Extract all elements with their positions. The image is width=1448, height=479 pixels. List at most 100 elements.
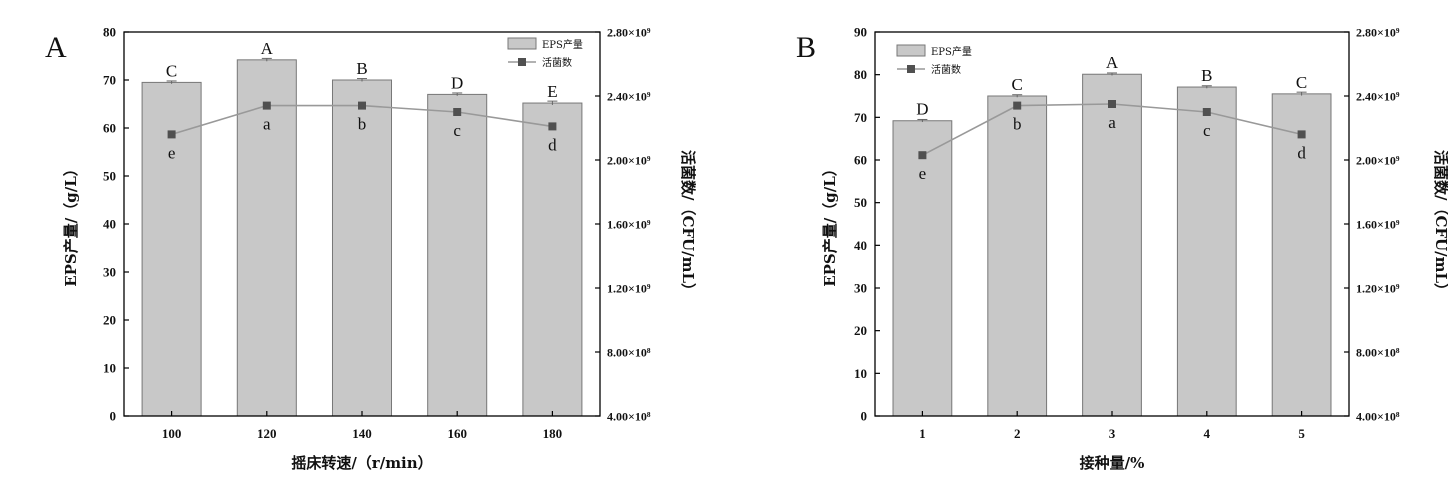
y2-tick-label: 1.60×10⁹ — [1356, 218, 1400, 232]
legend-line-marker — [518, 58, 526, 66]
y-tick-label: 90 — [854, 25, 867, 40]
viable-count-point — [1202, 108, 1211, 116]
panel-label: B — [796, 31, 816, 64]
legend-line-label: 活菌数 — [542, 56, 572, 69]
x-tick-label: 100 — [162, 426, 182, 441]
bar-significance-label: D — [916, 100, 928, 119]
viable-count-point — [1013, 101, 1022, 110]
bar-significance-label: A — [261, 39, 274, 58]
y2-tick-label: 2.00×10⁹ — [607, 154, 651, 168]
y-axis-title: EPS产量/（g/L） — [62, 161, 80, 287]
y2-tick-label: 8.00×10⁸ — [607, 346, 651, 360]
viable-count-point — [1297, 130, 1306, 139]
legend-line-marker — [907, 65, 915, 73]
y2-axis-title: 活菌数/（CFU/mL） — [679, 150, 697, 298]
y-tick-label: 0 — [861, 409, 868, 424]
bar-4 — [1176, 86, 1237, 417]
legend-line-label: 活菌数 — [931, 63, 961, 76]
bar-significance-label: C — [1296, 73, 1307, 92]
point-significance-label: c — [1203, 121, 1211, 140]
point-significance-label: b — [1013, 115, 1022, 134]
point-significance-label: c — [453, 121, 461, 140]
viable-count-point — [262, 101, 271, 110]
y2-tick-label: 2.40×10⁹ — [607, 90, 651, 104]
viable-count-point — [548, 122, 557, 131]
bar-180 — [522, 102, 583, 417]
y-tick-label: 10 — [103, 361, 116, 376]
y-tick-label: 70 — [854, 110, 867, 125]
y2-tick-label: 8.00×10⁸ — [1356, 346, 1400, 360]
y-tick-label: 40 — [103, 217, 116, 232]
legend-bar-swatch — [507, 37, 537, 50]
bar-significance-label: B — [1201, 66, 1212, 85]
y-tick-label: 0 — [110, 409, 117, 424]
x-tick-label: 180 — [543, 426, 563, 441]
y2-tick-label: 1.20×10⁹ — [1356, 282, 1400, 296]
y2-axis-title: 活菌数/（CFU/mL） — [1432, 150, 1448, 298]
y2-tick-label: 2.40×10⁹ — [1356, 90, 1400, 104]
point-significance-label: e — [168, 143, 176, 162]
legend-bar-label: EPS产量 — [931, 45, 972, 58]
y2-tick-label: 2.00×10⁹ — [1356, 154, 1400, 168]
bar-significance-label: D — [451, 73, 463, 92]
point-significance-label: b — [358, 115, 367, 134]
y2-tick-label: 2.80×10⁹ — [1356, 26, 1400, 40]
y-tick-label: 60 — [103, 121, 116, 136]
x-tick-label: 160 — [447, 426, 467, 441]
y-tick-label: 50 — [854, 195, 867, 210]
y-tick-label: 80 — [854, 67, 867, 82]
viable-count-point — [1108, 100, 1116, 108]
y2-tick-label: 1.60×10⁹ — [607, 218, 651, 232]
y-tick-label: 20 — [103, 313, 116, 328]
point-significance-label: d — [548, 135, 557, 154]
y-tick-label: 30 — [854, 281, 867, 296]
bar-significance-label: B — [356, 59, 367, 78]
x-tick-label: 2 — [1014, 426, 1021, 441]
y2-tick-label: 4.00×10⁸ — [607, 410, 651, 424]
bar-5 — [1271, 93, 1332, 417]
y-tick-label: 40 — [854, 238, 867, 253]
y-axis-title: EPS产量/（g/L） — [821, 161, 839, 287]
chart-panel-b: B D C A B Ce b a c d 0 10 20 30 40 50 60 70 80 90 4.00×10⁸ 8.… — [796, 25, 1448, 473]
x-tick-label: 1 — [919, 426, 926, 441]
point-significance-label: d — [1297, 143, 1306, 162]
x-tick-label: 140 — [352, 426, 372, 441]
legend-bar-swatch — [896, 44, 926, 57]
point-significance-label: a — [1108, 113, 1116, 132]
x-tick-label: 120 — [257, 426, 277, 441]
point-significance-label: e — [919, 164, 927, 183]
y-tick-label: 20 — [854, 323, 867, 338]
viable-count-point — [167, 130, 176, 139]
viable-count-point — [358, 101, 366, 110]
x-axis-title: 接种量/% — [1080, 454, 1145, 472]
y2-tick-label: 4.00×10⁸ — [1356, 410, 1400, 424]
y2-tick-label: 1.20×10⁹ — [607, 282, 651, 296]
x-axis-title: 摇床转速/（r/min） — [291, 454, 432, 472]
panel-label: A — [45, 31, 67, 64]
y-tick-label: 30 — [103, 265, 116, 280]
viable-count-point — [453, 108, 462, 116]
legend-bar-label: EPS产量 — [542, 38, 583, 51]
point-significance-label: a — [263, 115, 271, 134]
bar-160 — [427, 93, 488, 417]
x-tick-label: 4 — [1204, 426, 1211, 441]
bar-1 — [892, 120, 953, 417]
bar-3 — [1082, 73, 1142, 417]
viable-count-point — [918, 151, 927, 160]
bar-2 — [987, 95, 1048, 417]
chart-panel-a: A C A B D Ee a b c d 0 10 20 30 40 50 60 70 80 4.00×10⁸ 8.00… — [45, 25, 697, 473]
bar-120 — [236, 59, 297, 417]
bar-significance-label: A — [1106, 53, 1119, 72]
y2-tick-label: 2.80×10⁹ — [607, 26, 651, 40]
bar-significance-label: E — [547, 82, 557, 101]
bar-significance-label: C — [1012, 75, 1023, 94]
y-tick-label: 10 — [854, 366, 867, 381]
bar-significance-label: C — [166, 61, 177, 80]
y-tick-label: 50 — [103, 169, 116, 184]
y-tick-label: 60 — [854, 153, 867, 168]
x-tick-label: 3 — [1109, 426, 1116, 441]
y-tick-label: 80 — [103, 25, 116, 40]
